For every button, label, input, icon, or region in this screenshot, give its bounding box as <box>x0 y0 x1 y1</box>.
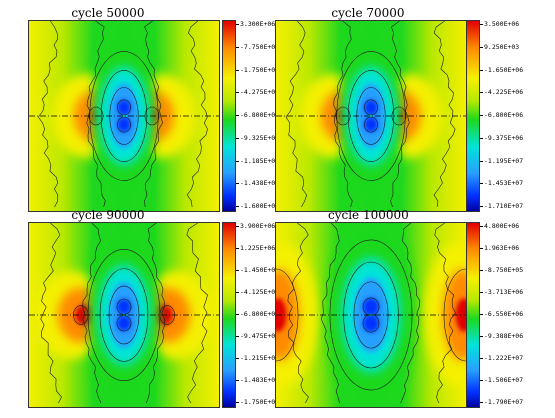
contour-line <box>364 99 378 116</box>
center-core <box>363 314 379 333</box>
contour-line <box>116 315 132 332</box>
colorbar-tick-label: -1.453E+07 <box>479 179 524 188</box>
contour-line <box>434 223 456 404</box>
center-gap <box>367 114 375 118</box>
contour-line <box>364 116 378 133</box>
colorbar-tick-label: -6.550E+06 <box>479 310 524 318</box>
colorbar-gradient <box>467 21 479 211</box>
contour-line <box>390 21 410 208</box>
colorbar-tick-label: -1.195E+07 <box>479 156 524 165</box>
contour-line <box>82 223 102 404</box>
colorbar <box>222 222 236 408</box>
colorbar-tick-label: -9.325E+06 <box>235 133 280 142</box>
colorbar-tick-label: -6.800E+06 <box>235 111 280 119</box>
colorbar-tick-label: 1.225E+06 <box>235 244 276 252</box>
contour-field <box>275 222 467 408</box>
colorbar-tick-label: -9.388E+06 <box>479 332 524 340</box>
colorbar <box>466 222 480 408</box>
contour-line <box>186 223 208 404</box>
colorbar-tick-label: -8.750E+05 <box>479 266 524 274</box>
colorbar-ticks: 3.300E+06 -7.750E+05 -1.750E+06 -4.275E+06 -… <box>235 20 300 210</box>
contour-line <box>117 99 131 116</box>
panel-title: cycle 100000 <box>328 208 409 222</box>
contour-line <box>186 21 208 208</box>
colorbar <box>466 20 480 212</box>
colorbar-tick-label: 9.250E+03 <box>479 42 520 51</box>
colorbar-gradient <box>223 223 235 407</box>
center-core <box>364 116 378 133</box>
colorbar-tick-label: -1.438E+07 <box>235 179 280 188</box>
contour-plot <box>276 21 466 211</box>
colorbar-tick-label: -1.450E+06 <box>235 266 280 274</box>
contour-line <box>362 314 380 333</box>
colorbar-tick-label: -4.275E+06 <box>235 88 280 97</box>
center-core <box>364 99 378 116</box>
colorbar-tick-label: -7.750E+05 <box>235 42 280 51</box>
colorbar-tick-label: -9.375E+06 <box>479 133 524 142</box>
colorbar-tick-label: -1.185E+07 <box>235 156 280 165</box>
contour-line <box>285 21 308 208</box>
contour-line <box>100 70 148 162</box>
center-core <box>117 298 131 315</box>
colorbar-gradient <box>467 223 479 407</box>
colorbar-tick-label: -6.800E+06 <box>479 111 524 119</box>
colorbar-tick-label: -1.750E+07 <box>235 398 280 406</box>
colorbar-tick-label: 3.500E+06 <box>479 20 520 28</box>
colorbar-gradient <box>223 21 235 211</box>
contour-line <box>116 298 132 315</box>
colorbar-tick-label: -1.483E+07 <box>235 376 280 384</box>
colorbar-tick-label: -1.506E+07 <box>479 376 524 384</box>
colorbar-tick-label: -1.650E+06 <box>479 65 524 74</box>
contour-line <box>433 21 456 208</box>
panel-title: cycle 50000 <box>71 6 145 20</box>
contour-line <box>333 21 353 208</box>
colorbar-tick-label: -1.215E+07 <box>235 354 280 362</box>
colorbar-tick-label: -6.800E+06 <box>235 310 280 318</box>
contour-line <box>287 223 309 404</box>
colorbar-ticks: 3.500E+06 9.250E+03 -1.650E+06 -4.225E+06 -6… <box>479 20 544 210</box>
colorbar-tick-label: -1.600E+07 <box>235 202 280 210</box>
colorbar-tick-label: 3.300E+06 <box>235 20 276 28</box>
center-core <box>117 116 131 133</box>
contour-line <box>362 297 380 316</box>
contour-field <box>28 20 220 212</box>
contour-plot <box>29 223 219 407</box>
contour-line <box>37 21 59 208</box>
center-core <box>117 99 131 116</box>
panel-title: cycle 70000 <box>331 6 405 20</box>
colorbar-tick-label: -4.125E+06 <box>235 288 280 296</box>
colorbar-ticks: 4.800E+06 1.963E+06 -8.750E+05 -3.713E+06 -6… <box>479 222 544 406</box>
colorbar-tick-label: -3.713E+06 <box>479 288 524 296</box>
colorbar-ticks: 3.900E+06 1.225E+06 -1.450E+06 -4.125E+06 -6… <box>235 222 300 406</box>
colorbar-tick-label: -1.790E+07 <box>479 398 524 406</box>
colorbar <box>222 20 236 212</box>
contour-field <box>28 222 220 408</box>
contour-line <box>145 223 166 404</box>
center-core <box>117 315 131 332</box>
colorbar-tick-label: 3.900E+06 <box>235 222 276 230</box>
contour-line <box>347 70 395 162</box>
colorbar-tick-label: -1.750E+06 <box>235 65 280 74</box>
contour-line <box>144 21 163 208</box>
center-gap <box>120 114 128 118</box>
contour-field <box>275 20 467 212</box>
colorbar-tick-label: -4.225E+06 <box>479 88 524 97</box>
panel-title: cycle 90000 <box>71 208 145 222</box>
contour-plot <box>276 223 466 407</box>
contour-plot <box>29 21 219 211</box>
colorbar-tick-label: 4.800E+06 <box>479 222 520 230</box>
center-core <box>363 297 379 316</box>
contour-line <box>117 116 131 133</box>
colorbar-tick-label: 1.963E+06 <box>479 244 520 252</box>
contour-line <box>320 223 340 404</box>
colorbar-tick-label: -1.222E+07 <box>479 354 524 362</box>
contour-line <box>40 223 62 404</box>
colorbar-tick-label: -9.475E+06 <box>235 332 280 340</box>
contour-line <box>400 223 421 404</box>
colorbar-tick-label: -1.710E+07 <box>479 202 524 210</box>
